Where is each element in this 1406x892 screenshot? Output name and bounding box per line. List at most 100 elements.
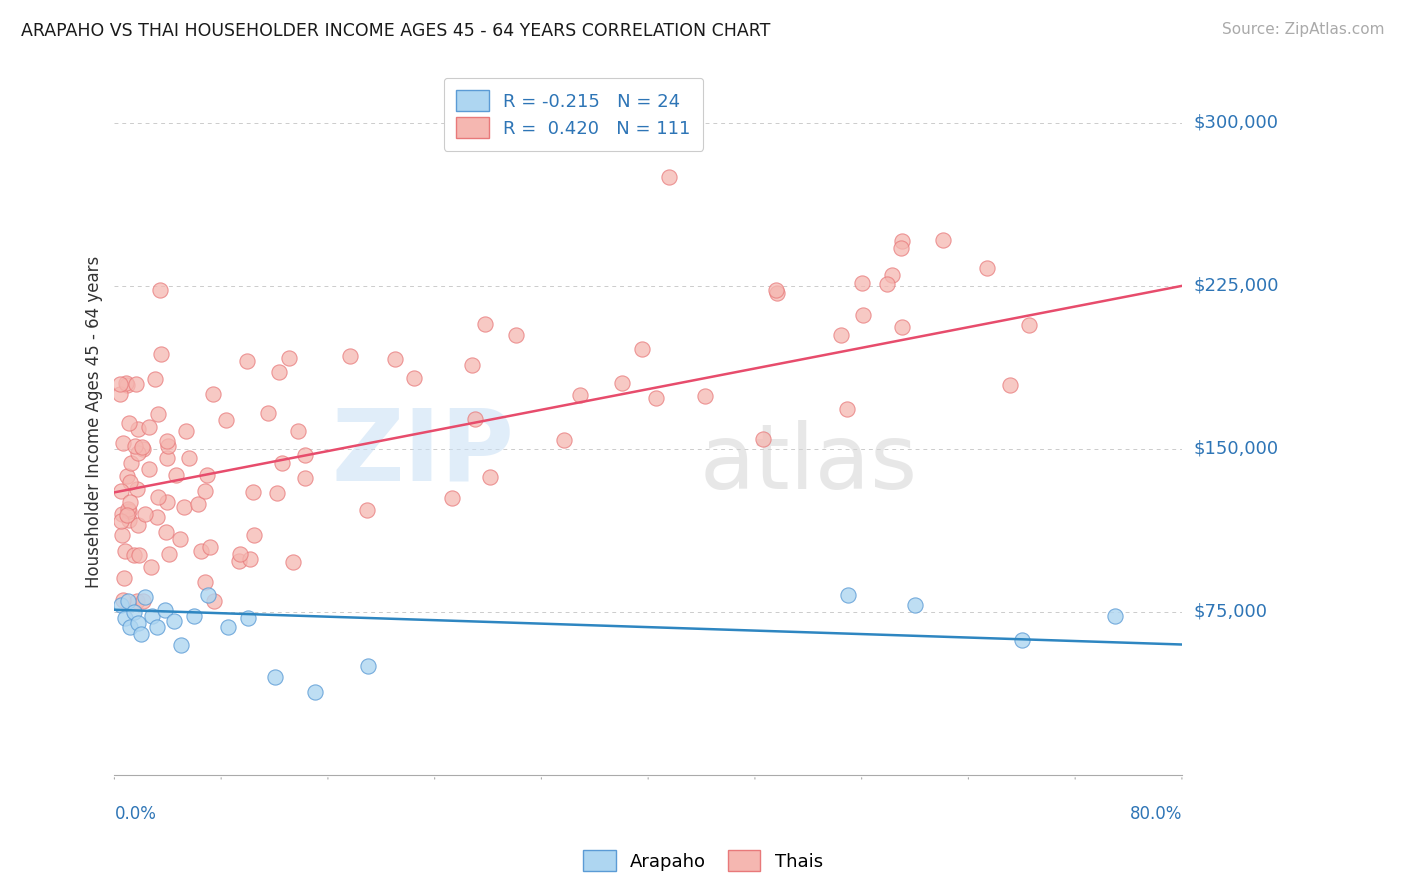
Point: [932, 233, 955, 247]
Point: [134, 590, 156, 604]
Point: [217, 620, 239, 634]
Text: ZIP: ZIP: [332, 405, 515, 501]
Point: [287, 424, 309, 438]
Point: [134, 507, 156, 521]
Point: [146, 510, 169, 524]
Point: [904, 599, 927, 613]
Text: $150,000: $150,000: [1194, 440, 1278, 458]
Point: [440, 491, 463, 505]
Point: [138, 419, 160, 434]
Point: [112, 436, 135, 450]
Point: [111, 527, 134, 541]
Point: [155, 525, 177, 540]
Point: [229, 547, 252, 561]
Point: [304, 685, 326, 699]
Point: [890, 241, 912, 255]
Point: [1011, 633, 1033, 648]
Point: [765, 285, 787, 300]
Legend: Arapaho, Thais: Arapaho, Thais: [576, 843, 830, 879]
Point: [294, 448, 316, 462]
Point: [460, 358, 482, 372]
Point: [120, 456, 142, 470]
Text: $75,000: $75,000: [1194, 603, 1267, 621]
Point: [266, 486, 288, 500]
Point: [124, 439, 146, 453]
Point: [138, 462, 160, 476]
Point: [156, 494, 179, 508]
Y-axis label: Householder Income Ages 45 - 64 years: Householder Income Ages 45 - 64 years: [86, 256, 103, 588]
Point: [194, 483, 217, 498]
Point: [752, 433, 775, 447]
Point: [110, 377, 132, 392]
Point: [149, 346, 172, 360]
Point: [110, 599, 132, 613]
Point: [114, 544, 136, 558]
Point: [236, 611, 259, 625]
Point: [129, 626, 152, 640]
Point: [157, 439, 180, 453]
Point: [125, 594, 148, 608]
Point: [110, 508, 132, 522]
Point: [170, 638, 193, 652]
Point: [124, 605, 146, 619]
Point: [169, 532, 191, 546]
Text: Source: ZipAtlas.com: Source: ZipAtlas.com: [1222, 22, 1385, 37]
Text: 0.0%: 0.0%: [114, 805, 156, 823]
Point: [339, 349, 361, 363]
Point: [115, 376, 138, 391]
Point: [278, 351, 301, 365]
Point: [118, 504, 141, 518]
Point: [194, 574, 217, 589]
Point: [505, 327, 527, 342]
Point: [118, 416, 141, 430]
Point: [153, 603, 176, 617]
Point: [127, 422, 149, 436]
Point: [830, 327, 852, 342]
Point: [242, 484, 264, 499]
Point: [201, 387, 224, 401]
Point: [127, 518, 149, 533]
Point: [1018, 318, 1040, 332]
Point: [235, 354, 257, 368]
Point: [115, 508, 138, 522]
Point: [120, 620, 142, 634]
Point: [239, 551, 262, 566]
Point: [263, 670, 285, 684]
Point: [156, 434, 179, 449]
Point: [294, 470, 316, 484]
Point: [281, 555, 304, 569]
Point: [125, 483, 148, 497]
Point: [402, 371, 425, 385]
Point: [356, 502, 378, 516]
Point: [120, 494, 142, 508]
Point: [852, 309, 875, 323]
Point: [479, 470, 502, 484]
Point: [112, 571, 135, 585]
Point: [837, 402, 859, 417]
Point: [569, 388, 592, 402]
Point: [658, 169, 681, 184]
Legend: R = -0.215   N = 24, R =  0.420   N = 111: R = -0.215 N = 24, R = 0.420 N = 111: [444, 78, 703, 151]
Point: [837, 588, 859, 602]
Point: [125, 377, 148, 392]
Point: [118, 513, 141, 527]
Point: [128, 548, 150, 562]
Point: [631, 343, 654, 357]
Point: [257, 406, 280, 420]
Point: [612, 376, 634, 390]
Point: [202, 594, 225, 608]
Point: [243, 528, 266, 542]
Point: [156, 451, 179, 466]
Point: [271, 456, 294, 470]
Point: [131, 440, 153, 454]
Point: [474, 317, 496, 331]
Point: [146, 490, 169, 504]
Point: [197, 588, 219, 602]
Text: ARAPAHO VS THAI HOUSEHOLDER INCOME AGES 45 - 64 YEARS CORRELATION CHART: ARAPAHO VS THAI HOUSEHOLDER INCOME AGES …: [21, 22, 770, 40]
Point: [124, 549, 146, 563]
Point: [228, 554, 250, 568]
Point: [553, 433, 575, 447]
Point: [851, 277, 873, 291]
Point: [876, 277, 898, 291]
Point: [165, 467, 187, 482]
